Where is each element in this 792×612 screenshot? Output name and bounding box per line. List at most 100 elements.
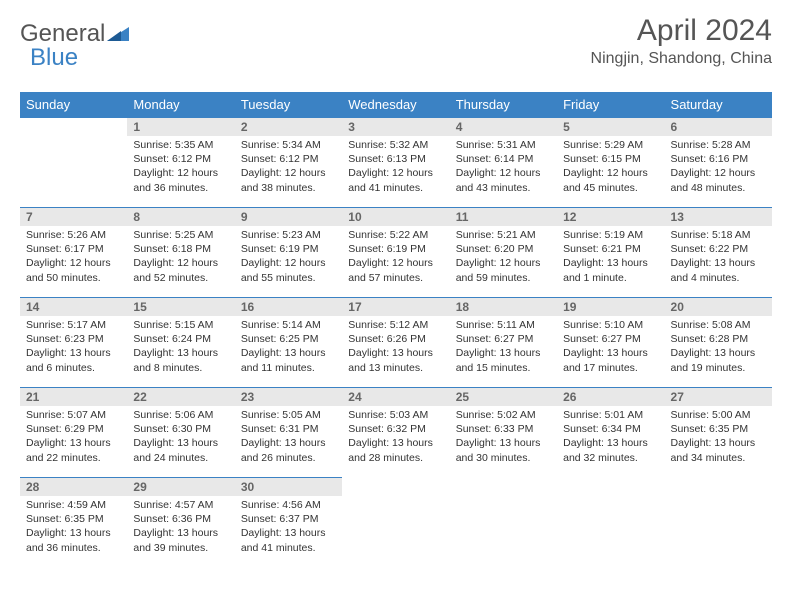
calendar-cell: 21Sunrise: 5:07 AMSunset: 6:29 PMDayligh… — [20, 388, 127, 478]
day-line: Sunset: 6:27 PM — [456, 332, 551, 346]
calendar-week: 14Sunrise: 5:17 AMSunset: 6:23 PMDayligh… — [20, 298, 772, 388]
day-data: Sunrise: 5:29 AMSunset: 6:15 PMDaylight:… — [557, 136, 664, 199]
day-line: Daylight: 12 hours — [133, 166, 228, 180]
day-line: and 59 minutes. — [456, 271, 551, 285]
day-data: Sunrise: 5:34 AMSunset: 6:12 PMDaylight:… — [235, 136, 342, 199]
day-number: 15 — [127, 298, 234, 316]
day-line: and 45 minutes. — [563, 181, 658, 195]
day-line: Sunrise: 4:57 AM — [133, 498, 228, 512]
day-line: and 41 minutes. — [348, 181, 443, 195]
day-line: Sunset: 6:25 PM — [241, 332, 336, 346]
day-line: and 30 minutes. — [456, 451, 551, 465]
day-line: Sunrise: 4:56 AM — [241, 498, 336, 512]
day-line: Sunset: 6:20 PM — [456, 242, 551, 256]
day-data: Sunrise: 5:21 AMSunset: 6:20 PMDaylight:… — [450, 226, 557, 289]
day-number: 30 — [235, 478, 342, 496]
day-line: Daylight: 13 hours — [456, 346, 551, 360]
day-number: 22 — [127, 388, 234, 406]
calendar-cell: 11Sunrise: 5:21 AMSunset: 6:20 PMDayligh… — [450, 208, 557, 298]
day-line: Daylight: 13 hours — [241, 436, 336, 450]
day-line: Sunrise: 5:14 AM — [241, 318, 336, 332]
day-line: Sunrise: 5:22 AM — [348, 228, 443, 242]
day-line: Daylight: 12 hours — [348, 166, 443, 180]
day-line: and 13 minutes. — [348, 361, 443, 375]
day-line: Sunset: 6:21 PM — [563, 242, 658, 256]
day-line: Daylight: 12 hours — [671, 166, 766, 180]
day-data: Sunrise: 5:02 AMSunset: 6:33 PMDaylight:… — [450, 406, 557, 469]
day-number: 5 — [557, 118, 664, 136]
calendar-week: 28Sunrise: 4:59 AMSunset: 6:35 PMDayligh… — [20, 478, 772, 568]
calendar-cell: 10Sunrise: 5:22 AMSunset: 6:19 PMDayligh… — [342, 208, 449, 298]
day-line: Daylight: 13 hours — [133, 526, 228, 540]
calendar-cell: 16Sunrise: 5:14 AMSunset: 6:25 PMDayligh… — [235, 298, 342, 388]
day-line: Daylight: 12 hours — [456, 166, 551, 180]
day-line: and 43 minutes. — [456, 181, 551, 195]
day-line: Sunset: 6:33 PM — [456, 422, 551, 436]
day-line: Sunset: 6:28 PM — [671, 332, 766, 346]
location: Ningjin, Shandong, China — [591, 50, 772, 68]
day-line: Sunrise: 5:11 AM — [456, 318, 551, 332]
day-data: Sunrise: 5:15 AMSunset: 6:24 PMDaylight:… — [127, 316, 234, 379]
day-line: Sunrise: 5:21 AM — [456, 228, 551, 242]
day-line: and 41 minutes. — [241, 541, 336, 555]
dayname-row: Sunday Monday Tuesday Wednesday Thursday… — [20, 92, 772, 118]
day-data: Sunrise: 5:08 AMSunset: 6:28 PMDaylight:… — [665, 316, 772, 379]
day-line: Sunset: 6:12 PM — [241, 152, 336, 166]
day-line: and 34 minutes. — [671, 451, 766, 465]
day-data: Sunrise: 4:57 AMSunset: 6:36 PMDaylight:… — [127, 496, 234, 559]
day-line: Sunrise: 5:34 AM — [241, 138, 336, 152]
day-line: Daylight: 12 hours — [241, 166, 336, 180]
day-number: 14 — [20, 298, 127, 316]
dayname: Tuesday — [235, 92, 342, 118]
day-number: 19 — [557, 298, 664, 316]
day-data: Sunrise: 5:25 AMSunset: 6:18 PMDaylight:… — [127, 226, 234, 289]
day-data: Sunrise: 5:00 AMSunset: 6:35 PMDaylight:… — [665, 406, 772, 469]
day-line: Sunset: 6:24 PM — [133, 332, 228, 346]
day-data: Sunrise: 5:06 AMSunset: 6:30 PMDaylight:… — [127, 406, 234, 469]
calendar-cell: 12Sunrise: 5:19 AMSunset: 6:21 PMDayligh… — [557, 208, 664, 298]
calendar-cell — [342, 478, 449, 568]
day-line: Daylight: 13 hours — [26, 436, 121, 450]
day-line: Sunset: 6:30 PM — [133, 422, 228, 436]
day-line: Daylight: 12 hours — [26, 256, 121, 270]
day-line: Daylight: 12 hours — [456, 256, 551, 270]
day-line: Sunset: 6:35 PM — [26, 512, 121, 526]
calendar-cell: 6Sunrise: 5:28 AMSunset: 6:16 PMDaylight… — [665, 118, 772, 208]
day-line: Sunrise: 5:23 AM — [241, 228, 336, 242]
day-data: Sunrise: 5:28 AMSunset: 6:16 PMDaylight:… — [665, 136, 772, 199]
calendar-cell: 30Sunrise: 4:56 AMSunset: 6:37 PMDayligh… — [235, 478, 342, 568]
day-number: 9 — [235, 208, 342, 226]
day-number: 2 — [235, 118, 342, 136]
day-line: and 32 minutes. — [563, 451, 658, 465]
day-line: and 39 minutes. — [133, 541, 228, 555]
day-line: Sunrise: 5:26 AM — [26, 228, 121, 242]
day-line: Sunset: 6:35 PM — [671, 422, 766, 436]
day-data: Sunrise: 5:03 AMSunset: 6:32 PMDaylight:… — [342, 406, 449, 469]
calendar-cell: 25Sunrise: 5:02 AMSunset: 6:33 PMDayligh… — [450, 388, 557, 478]
day-line: and 1 minute. — [563, 271, 658, 285]
day-line: Sunset: 6:36 PM — [133, 512, 228, 526]
day-number: 13 — [665, 208, 772, 226]
calendar-cell: 23Sunrise: 5:05 AMSunset: 6:31 PMDayligh… — [235, 388, 342, 478]
calendar-week: 21Sunrise: 5:07 AMSunset: 6:29 PMDayligh… — [20, 388, 772, 478]
day-line: Sunset: 6:18 PM — [133, 242, 228, 256]
day-number: 18 — [450, 298, 557, 316]
day-line: Daylight: 13 hours — [241, 526, 336, 540]
day-line: Sunrise: 5:03 AM — [348, 408, 443, 422]
day-line: Sunset: 6:29 PM — [26, 422, 121, 436]
day-line: Sunset: 6:22 PM — [671, 242, 766, 256]
day-line: Sunrise: 5:02 AM — [456, 408, 551, 422]
day-number: 10 — [342, 208, 449, 226]
day-data: Sunrise: 5:18 AMSunset: 6:22 PMDaylight:… — [665, 226, 772, 289]
day-line: Daylight: 13 hours — [671, 346, 766, 360]
day-line: and 26 minutes. — [241, 451, 336, 465]
day-line: Daylight: 13 hours — [563, 436, 658, 450]
day-line: Daylight: 13 hours — [133, 346, 228, 360]
calendar-cell — [557, 478, 664, 568]
day-number: 12 — [557, 208, 664, 226]
day-data: Sunrise: 5:32 AMSunset: 6:13 PMDaylight:… — [342, 136, 449, 199]
day-line: Daylight: 13 hours — [563, 346, 658, 360]
day-line: Sunset: 6:32 PM — [348, 422, 443, 436]
calendar-cell: 24Sunrise: 5:03 AMSunset: 6:32 PMDayligh… — [342, 388, 449, 478]
day-data: Sunrise: 5:17 AMSunset: 6:23 PMDaylight:… — [20, 316, 127, 379]
